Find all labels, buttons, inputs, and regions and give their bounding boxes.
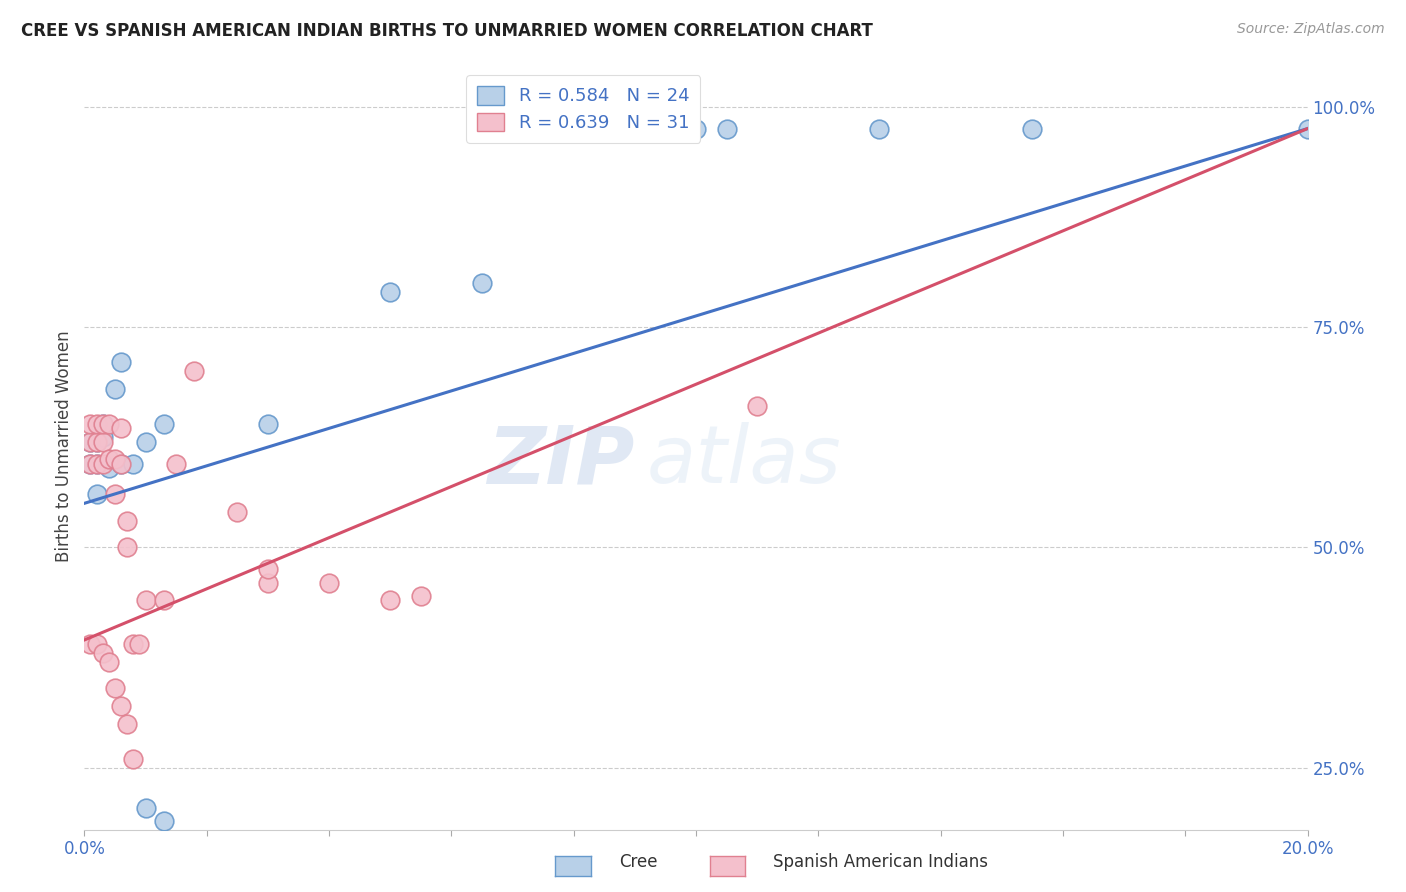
Point [79,434,101,449]
Point [115,514,138,528]
Point [257,417,280,431]
Point [115,541,138,555]
Point [97,452,120,467]
Point [79,457,101,471]
Point [135,800,157,814]
Point [79,417,101,431]
Point [471,276,494,290]
Point [122,637,145,651]
Text: Source: ZipAtlas.com: Source: ZipAtlas.com [1237,22,1385,37]
Point [122,457,145,471]
Point [115,716,138,731]
Point [1296,121,1319,136]
Point [86,487,108,501]
Text: Spanish American Indians: Spanish American Indians [773,853,988,871]
Point [110,457,132,471]
Legend: R = 0.584   N = 24, R = 0.639   N = 31: R = 0.584 N = 24, R = 0.639 N = 31 [467,75,700,143]
Point [153,593,176,607]
Point [409,589,432,603]
Point [135,593,157,607]
Point [869,121,891,136]
Point [86,457,108,471]
Point [86,637,108,651]
Point [104,487,127,501]
Point [153,417,176,431]
Point [685,121,707,136]
Point [165,457,187,471]
Point [110,355,132,369]
Point [654,117,676,131]
Point [86,434,108,449]
Point [110,457,132,471]
Point [91,417,114,431]
Point [135,434,157,449]
Point [79,637,101,651]
Point [86,417,108,431]
Point [104,681,127,696]
Point [593,117,616,131]
Point [226,505,249,519]
Point [97,655,120,669]
Point [183,364,205,378]
Point [747,400,769,414]
Point [79,434,101,449]
Point [128,637,150,651]
Point [86,434,108,449]
Point [97,461,120,475]
Point [1021,121,1043,136]
Point [91,430,114,444]
Point [153,814,176,828]
Point [86,457,108,471]
Point [97,417,120,431]
Point [104,382,127,396]
Point [257,575,280,590]
Point [318,575,340,590]
Point [110,421,132,435]
Text: Cree: Cree [619,853,657,871]
Text: CREE VS SPANISH AMERICAN INDIAN BIRTHS TO UNMARRIED WOMEN CORRELATION CHART: CREE VS SPANISH AMERICAN INDIAN BIRTHS T… [21,22,873,40]
Y-axis label: Births to Unmarried Women: Births to Unmarried Women [55,330,73,562]
Text: atlas: atlas [647,422,842,500]
Point [79,457,101,471]
Point [91,457,114,471]
Point [257,562,280,576]
Text: ZIP: ZIP [488,422,636,500]
Point [716,121,738,136]
Point [91,434,114,449]
Point [380,285,402,299]
Point [380,593,402,607]
Point [110,699,132,714]
Point [91,417,114,431]
Point [122,752,145,766]
Point [91,646,114,660]
Point [654,117,676,131]
Point [104,452,127,467]
